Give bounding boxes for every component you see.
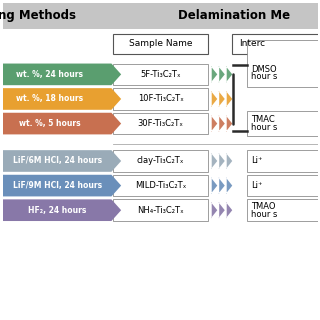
FancyBboxPatch shape <box>232 34 319 54</box>
Text: hour s: hour s <box>251 72 277 81</box>
Polygon shape <box>219 91 225 107</box>
Text: Sample Name: Sample Name <box>129 39 192 48</box>
Text: TMAO: TMAO <box>251 202 276 211</box>
Polygon shape <box>226 67 232 82</box>
Polygon shape <box>219 116 225 132</box>
Polygon shape <box>211 153 217 169</box>
Polygon shape <box>219 153 225 169</box>
Polygon shape <box>0 199 121 221</box>
Polygon shape <box>0 175 121 196</box>
Text: MILD-Ti₃C₂Tₓ: MILD-Ti₃C₂Tₓ <box>135 181 186 190</box>
Text: clay-Ti₃C₂Tₓ: clay-Ti₃C₂Tₓ <box>137 156 184 165</box>
Polygon shape <box>226 202 232 218</box>
Polygon shape <box>0 150 121 172</box>
Text: 10F-Ti₃C₂Tₓ: 10F-Ti₃C₂Tₓ <box>138 94 183 103</box>
Text: wt. %, 5 hours: wt. %, 5 hours <box>19 119 81 128</box>
Polygon shape <box>226 153 232 169</box>
FancyBboxPatch shape <box>3 3 318 29</box>
Text: LiF/9M HCl, 24 hours: LiF/9M HCl, 24 hours <box>12 181 102 190</box>
Text: Delamination Me: Delamination Me <box>178 9 290 22</box>
Polygon shape <box>211 202 217 218</box>
Text: Interc: Interc <box>239 39 265 48</box>
Polygon shape <box>0 64 121 85</box>
Polygon shape <box>226 91 232 107</box>
Text: wt. %, 18 hours: wt. %, 18 hours <box>16 94 84 103</box>
FancyBboxPatch shape <box>113 175 208 196</box>
FancyBboxPatch shape <box>247 199 320 221</box>
FancyBboxPatch shape <box>113 34 208 54</box>
Text: LiF/6M HCl, 24 hours: LiF/6M HCl, 24 hours <box>12 156 102 165</box>
Text: hour s: hour s <box>251 123 277 132</box>
Polygon shape <box>211 116 217 132</box>
Polygon shape <box>219 178 225 194</box>
Text: hour s: hour s <box>251 210 277 219</box>
Text: DMSO: DMSO <box>251 65 277 74</box>
Text: 5F-Ti₃C₂Tₓ: 5F-Ti₃C₂Tₓ <box>140 70 181 79</box>
Polygon shape <box>219 67 225 82</box>
Text: ng Methods: ng Methods <box>0 9 76 22</box>
FancyBboxPatch shape <box>247 111 320 136</box>
Polygon shape <box>219 202 225 218</box>
Polygon shape <box>0 113 121 134</box>
Polygon shape <box>211 178 217 194</box>
FancyBboxPatch shape <box>113 199 208 221</box>
FancyBboxPatch shape <box>113 113 208 134</box>
Text: 30F-Ti₃C₂Tₓ: 30F-Ti₃C₂Tₓ <box>138 119 184 128</box>
Text: Li⁺: Li⁺ <box>251 156 263 165</box>
Polygon shape <box>211 67 217 82</box>
Text: wt. %, 24 hours: wt. %, 24 hours <box>16 70 83 79</box>
Polygon shape <box>226 116 232 132</box>
Polygon shape <box>226 178 232 194</box>
FancyBboxPatch shape <box>113 88 208 110</box>
Text: TMAC: TMAC <box>251 115 275 124</box>
FancyBboxPatch shape <box>247 40 320 87</box>
Text: Li⁺: Li⁺ <box>251 181 263 190</box>
Text: NH₄-Ti₃C₂Tₓ: NH₄-Ti₃C₂Tₓ <box>137 206 184 215</box>
Text: HF₂, 24 hours: HF₂, 24 hours <box>28 206 86 215</box>
Polygon shape <box>0 88 121 110</box>
FancyBboxPatch shape <box>113 150 208 172</box>
FancyBboxPatch shape <box>247 150 320 172</box>
FancyBboxPatch shape <box>113 64 208 85</box>
Polygon shape <box>211 91 217 107</box>
FancyBboxPatch shape <box>247 175 320 196</box>
